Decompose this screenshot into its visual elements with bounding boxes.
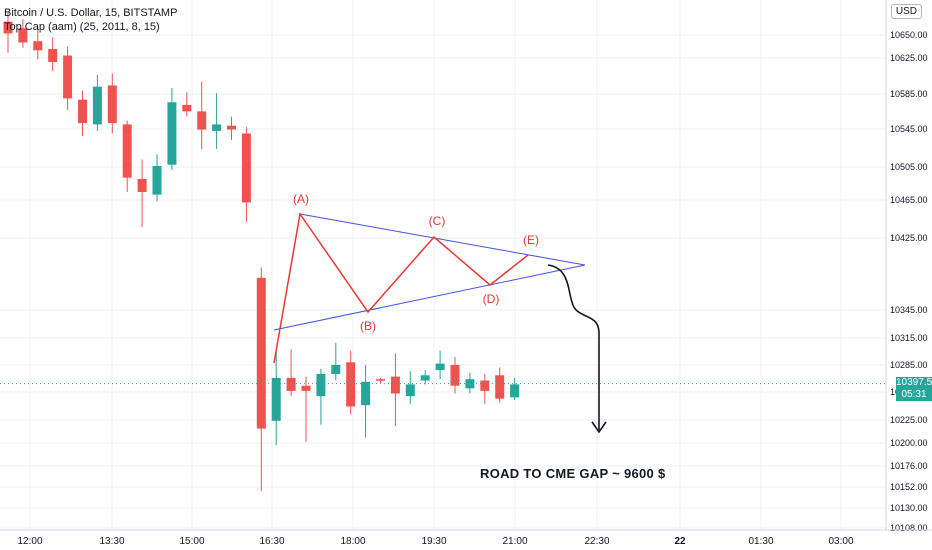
candle-body — [465, 379, 475, 389]
upper-trendline — [299, 213, 586, 266]
price-tick: 10425.00 — [890, 233, 928, 243]
candle-body — [92, 86, 102, 125]
price-tick: 10585.00 — [890, 89, 928, 99]
target-annotation: ROAD TO CME GAP ~ 9600 $ — [480, 466, 666, 481]
bar-countdown: 05:31 — [901, 388, 927, 400]
price-tick: 10152.00 — [890, 482, 928, 492]
symbol-title: Bitcoin / U.S. Dollar, 15, BITSTAMP — [4, 7, 178, 19]
projection-path — [547, 264, 600, 430]
time-tick: 21:00 — [502, 536, 527, 547]
time-tick: 18:00 — [340, 536, 365, 547]
candle-body — [390, 376, 400, 394]
candle-body — [271, 377, 281, 421]
time-tick: 15:00 — [179, 536, 204, 547]
candle-body — [376, 379, 385, 381]
candle-body — [301, 385, 311, 391]
time-tick: 01:30 — [748, 536, 773, 547]
price-tick: 10108.00 — [890, 523, 928, 533]
drawing-overlay: (A) (B) (C) (D) (E) — [0, 192, 886, 434]
candle-body — [122, 124, 132, 178]
candle-body — [286, 377, 296, 391]
candle-body — [182, 104, 192, 112]
price-axis-bg — [886, 0, 932, 530]
candle-body — [107, 85, 117, 124]
candle-body — [33, 41, 43, 51]
wave-label: (D) — [483, 292, 500, 306]
candle-body — [241, 133, 251, 203]
candle-body — [450, 364, 460, 386]
candle-body — [212, 124, 222, 131]
candle-body — [420, 375, 430, 381]
candle-body — [48, 49, 58, 62]
candle-body — [137, 179, 147, 192]
candle-body — [167, 102, 177, 165]
wave-label: (E) — [523, 233, 539, 247]
price-tick: 10225.00 — [890, 415, 928, 425]
price-tick: 10345.00 — [890, 305, 928, 315]
last-price-value: 10397.59 — [896, 376, 932, 388]
candle-body — [480, 380, 490, 391]
time-tick: 16:30 — [259, 536, 284, 547]
time-tick: 22 — [674, 536, 686, 547]
chart-legend: Bitcoin / U.S. Dollar, 15, BITSTAMP Top … — [4, 6, 177, 34]
price-tick: 10130.00 — [890, 503, 928, 513]
candle-body — [18, 28, 28, 43]
price-tick: 10545.00 — [890, 124, 928, 134]
time-tick: 13:30 — [99, 536, 124, 547]
price-tick: 10505.00 — [890, 162, 928, 172]
candle-body — [3, 21, 13, 34]
time-axis[interactable]: 12:00 13:30 15:00 16:30 18:00 19:30 21:00 22:30… — [0, 529, 932, 547]
wave-label: (C) — [429, 214, 446, 228]
candle-body — [256, 277, 266, 429]
candle-body — [495, 375, 505, 399]
lower-trendline — [273, 264, 586, 331]
candle-body — [78, 99, 87, 124]
wave-label: (B) — [360, 319, 376, 333]
price-tick: 10650.00 — [890, 30, 928, 40]
price-tick: 10625.00 — [890, 53, 928, 63]
candle-body — [346, 362, 356, 407]
candle-body — [405, 384, 415, 397]
indicator-title: Top Cap (aam) (25, 2011, 8, 15) — [4, 21, 160, 33]
price-tick: 10200.00 — [890, 438, 928, 448]
candle-body — [510, 384, 520, 398]
candle-body — [152, 166, 162, 195]
candle-body — [227, 125, 236, 130]
candle-body — [63, 55, 73, 99]
time-tick: 12:00 — [17, 536, 42, 547]
price-tick: 10315.00 — [890, 333, 928, 343]
price-tick: 10176.00 — [890, 461, 928, 471]
wave-label: (A) — [293, 192, 309, 206]
price-tick: 10285.00 — [890, 360, 928, 370]
arrow-down-icon — [591, 421, 607, 434]
time-tick: 19:30 — [421, 536, 446, 547]
price-axis[interactable]: 10650.00 10625.00 10585.00 10545.00 10505.00… — [885, 0, 932, 533]
candle-body — [316, 374, 326, 397]
price-tick: 10465.00 — [890, 195, 928, 205]
candle-body — [331, 364, 341, 374]
time-tick: 03:00 — [828, 536, 853, 547]
last-price-label: 10397.59 05:31 — [896, 376, 932, 401]
candle-body — [361, 381, 371, 406]
candle-body — [435, 363, 445, 371]
time-tick: 22:30 — [584, 536, 609, 547]
candle-body — [197, 111, 207, 130]
currency-badge[interactable]: USD — [890, 4, 922, 19]
chart-grid — [0, 0, 886, 530]
abcde-pattern — [273, 212, 529, 364]
candlestick-series — [3, 12, 520, 491]
